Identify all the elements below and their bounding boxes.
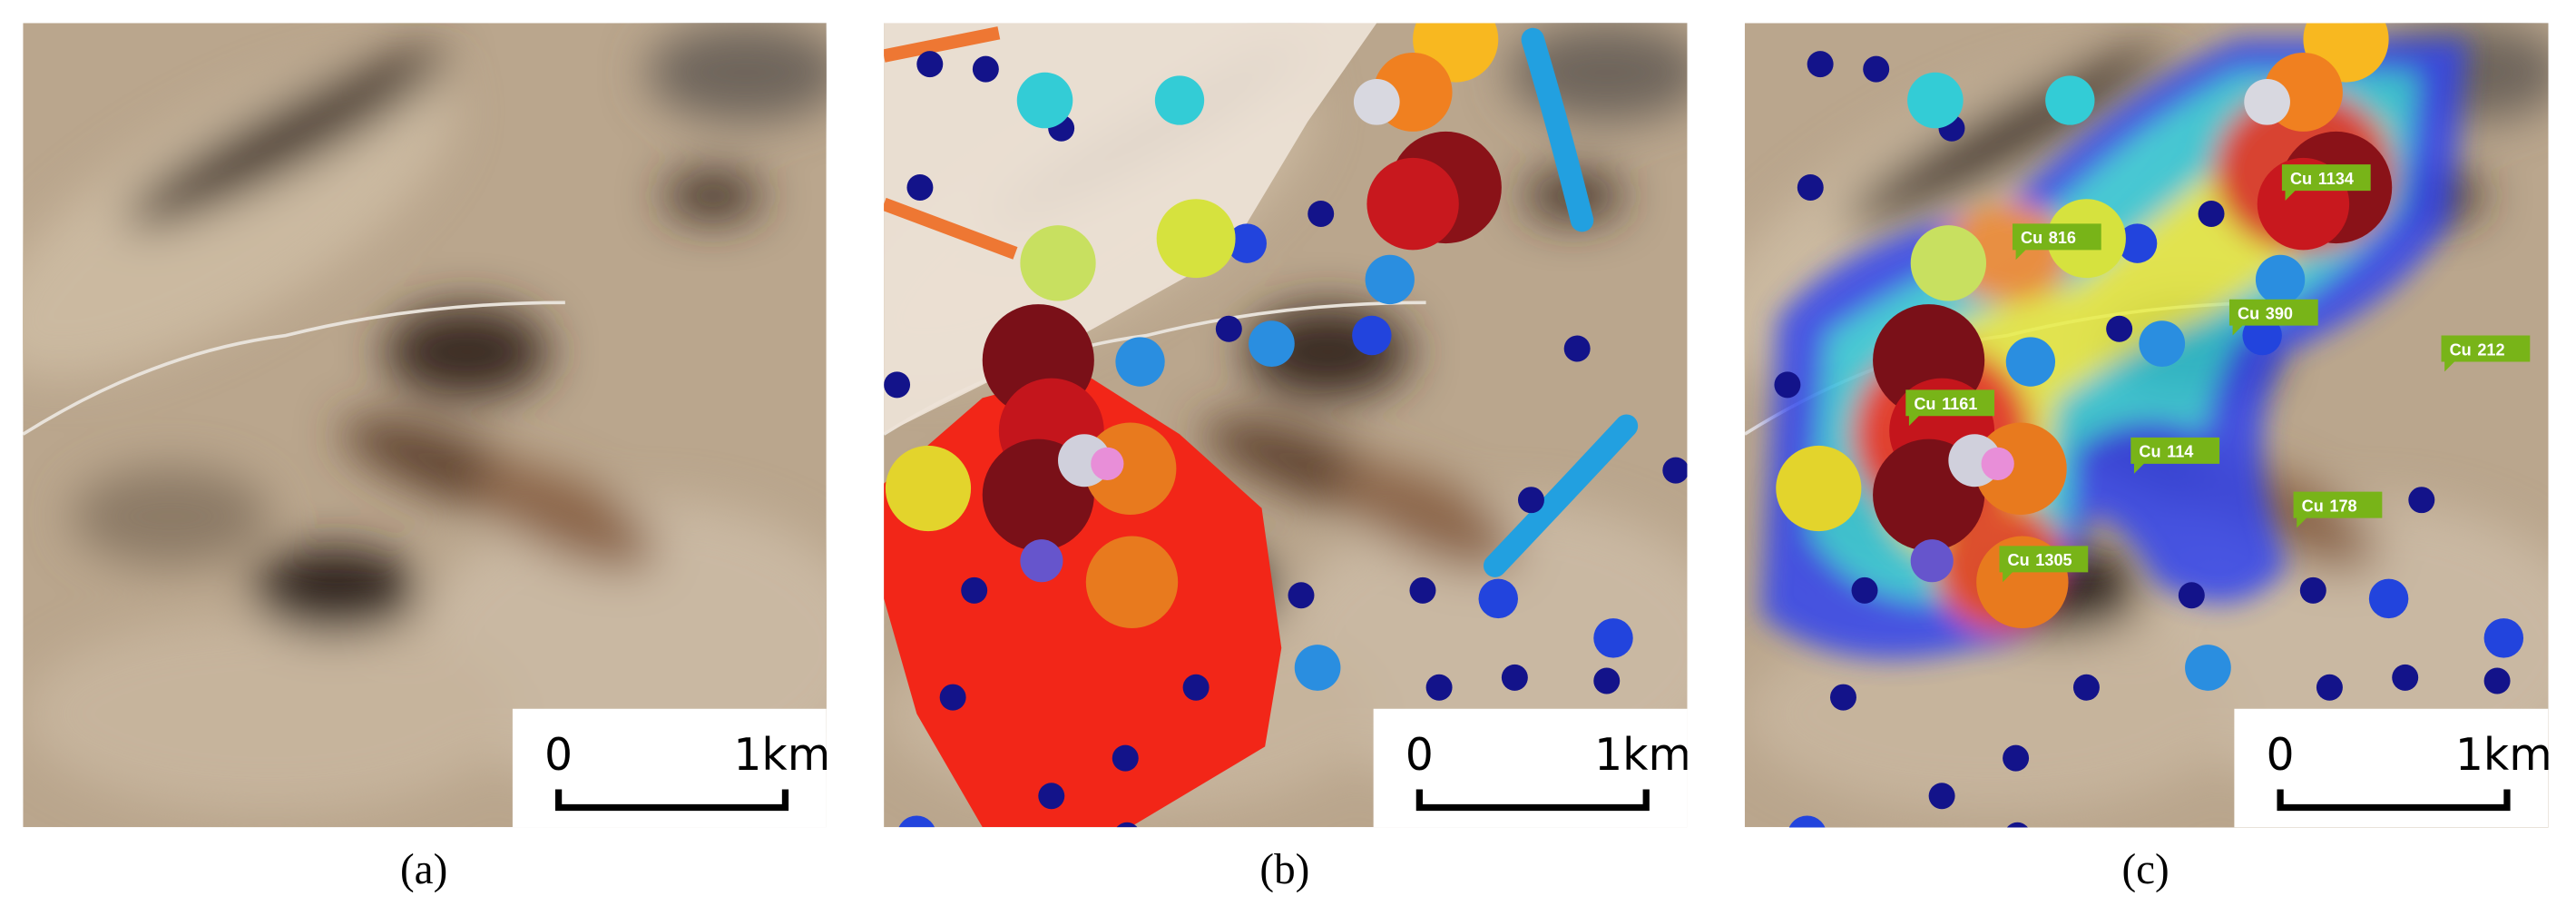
tag-box [2228, 299, 2318, 336]
tag-box [2012, 223, 2101, 261]
sample-tag: Cu 212 [2441, 335, 2531, 372]
caption-c: (c) [2122, 846, 2170, 893]
tag-value: 1134 [2318, 170, 2354, 188]
scale-bar-end: 1km [2455, 729, 2552, 781]
sample-tag: Cu 1161 [1905, 389, 1995, 427]
panel-c: Cu 816 Cu 1134 Cu 390 Cu 212 Cu 1161 Cu 114 Cu 178 Cu 1… [1665, 23, 2552, 828]
tag-value: 816 [2049, 229, 2076, 247]
sample-tag: Cu 1134 [2281, 164, 2371, 202]
tag-element: Cu [2008, 551, 2030, 569]
tag-box [2130, 437, 2220, 474]
tag-value: 390 [2266, 304, 2293, 322]
sample-tag: Cu 178 [2293, 491, 2383, 528]
scale-bar-end: 1km [733, 729, 830, 781]
scale-bar-end: 1km [1594, 729, 1691, 781]
tag-element: Cu [2021, 229, 2042, 247]
scale-bar [2277, 789, 2511, 812]
sample-tag: Cu 1305 [1999, 546, 2089, 583]
tag-box [1905, 389, 1995, 427]
sample-tag: Cu 114 [2130, 437, 2220, 474]
scale-bar [554, 789, 789, 812]
panel-b: 0 1km [884, 23, 1691, 828]
tag-box [1999, 546, 2089, 583]
tag-value: 1161 [1942, 395, 1977, 413]
caption-a: (a) [400, 846, 447, 893]
caption-b: (b) [1259, 846, 1309, 893]
tag-box [2293, 491, 2383, 528]
scale-bar-start: 0 [544, 729, 573, 781]
tag-element: Cu [2139, 443, 2160, 461]
tag-element: Cu [1914, 395, 1935, 413]
tag-value: 114 [2167, 443, 2193, 461]
tag-value: 178 [2329, 497, 2356, 515]
sample-tag: Cu 390 [2228, 299, 2318, 336]
panel-a: 0 1km [0, 4, 830, 827]
scale-bar [1415, 789, 1650, 812]
tag-element: Cu [2290, 170, 2312, 188]
tag-value: 212 [2477, 340, 2504, 359]
tag-box [2281, 164, 2371, 202]
sample-tag: Cu 816 [2012, 223, 2101, 261]
tag-element: Cu [2238, 304, 2259, 322]
tag-element: Cu [2302, 497, 2324, 515]
tag-value: 1305 [2035, 551, 2072, 569]
tag-box [2441, 335, 2531, 372]
tag-element: Cu [2450, 340, 2472, 359]
scale-bar-start: 0 [1406, 729, 1434, 781]
scale-bar-start: 0 [2267, 729, 2295, 781]
